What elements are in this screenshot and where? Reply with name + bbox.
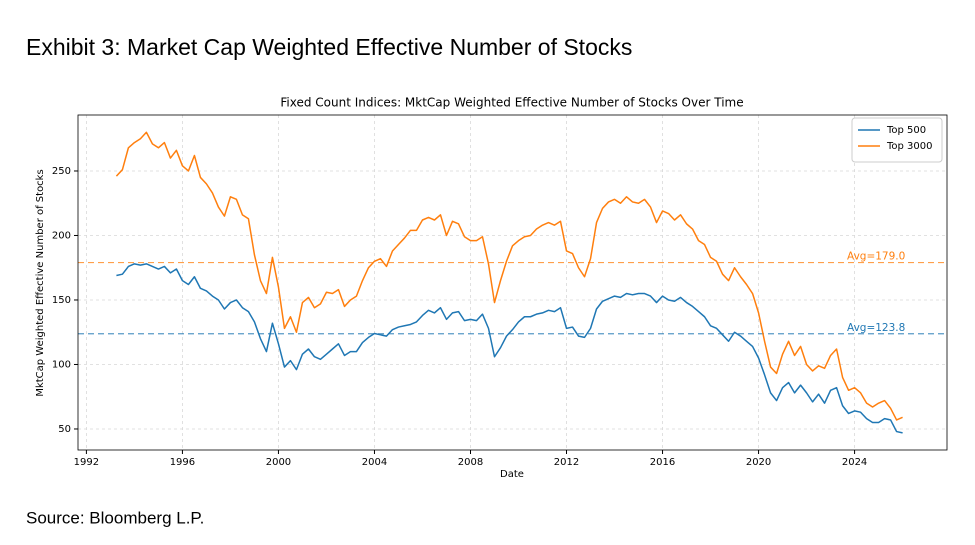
- chart-title: Fixed Count Indices: MktCap Weighted Eff…: [280, 96, 743, 110]
- x-tick-label: 2020: [746, 457, 771, 468]
- x-tick-label: 2024: [842, 457, 867, 468]
- x-axis-label: Date: [500, 469, 524, 480]
- plot-frame: [77, 114, 948, 451]
- legend-box: [851, 117, 943, 163]
- y-tick-label: 200: [52, 230, 71, 241]
- y-axis-label: MktCap Weighted Effective Number of Stoc…: [35, 169, 46, 396]
- x-tick-label: 1992: [74, 457, 99, 468]
- exhibit-title: Exhibit 3: Market Cap Weighted Effective…: [26, 34, 632, 60]
- x-tick-label: 2004: [362, 457, 387, 468]
- legend-label: Top 3000: [886, 141, 933, 152]
- average-label: Avg=123.8: [847, 322, 905, 334]
- series-line: [116, 263, 903, 434]
- legend-label: Top 500: [886, 125, 926, 136]
- x-tick-label: 1996: [170, 457, 195, 468]
- x-tick-label: 2008: [458, 457, 483, 468]
- x-tick-label: 2016: [650, 457, 675, 468]
- series-line: [115, 131, 903, 421]
- y-tick-label: 250: [52, 166, 71, 177]
- x-tick-label: 2000: [266, 457, 291, 468]
- y-tick-label: 150: [52, 295, 71, 306]
- source-note: Source: Bloomberg L.P.: [26, 508, 204, 527]
- average-label: Avg=179.0: [847, 251, 905, 263]
- x-tick-label: 2012: [554, 457, 579, 468]
- y-tick-label: 100: [52, 359, 71, 370]
- y-tick-label: 50: [58, 424, 71, 435]
